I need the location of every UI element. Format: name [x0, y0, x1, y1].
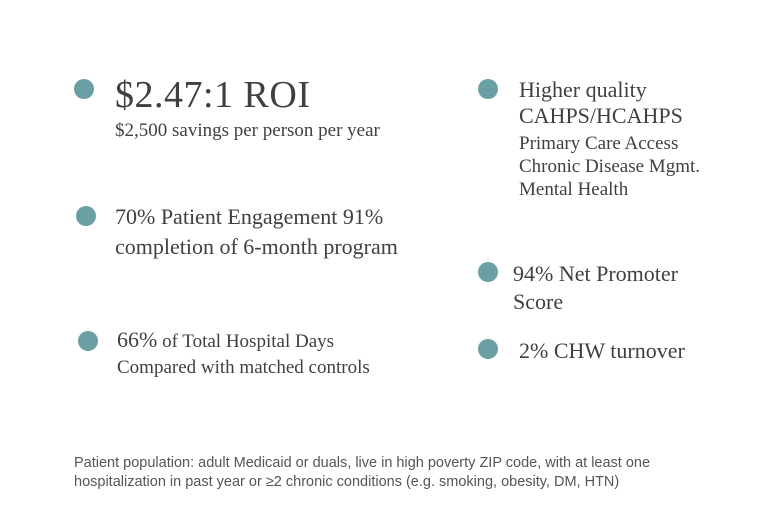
turnover-bullet: [478, 339, 498, 359]
nps-bullet: [478, 262, 498, 282]
quality-title-line2: CAHPS/HCAHPS: [519, 103, 683, 128]
hospital-comparison: Compared with matched controls: [117, 357, 370, 378]
hospital-block: 66% of Total Hospital Days Compared with…: [117, 326, 370, 379]
quality-item: Mental Health: [519, 179, 629, 200]
hospital-label: of Total Hospital Days: [157, 331, 335, 352]
roi-title: $2.47:1 ROI: [115, 74, 311, 116]
quality-item: Primary Care Access: [519, 133, 679, 154]
quality-title-line1: Higher quality: [519, 77, 647, 102]
quality-block: Higher quality CAHPS/HCAHPS Primary Care…: [519, 77, 700, 201]
nps-line1: 94% Net Promoter: [513, 261, 678, 286]
nps-block: 94% Net Promoter Score: [513, 260, 678, 316]
engagement-line2: completion of 6-month program: [115, 234, 398, 259]
roi-bullet: [74, 79, 94, 99]
engagement-bullet: [76, 206, 96, 226]
roi-block: $2.47:1 ROI $2,500 savings per person pe…: [115, 75, 380, 143]
hospital-bullet: [78, 331, 98, 351]
quality-bullet: [478, 79, 498, 99]
quality-item: Chronic Disease Mgmt.: [519, 156, 701, 177]
roi-subtitle: $2,500 savings per person per year: [115, 120, 380, 141]
hospital-percent: 66%: [117, 327, 158, 352]
turnover-text: 2% CHW turnover: [519, 338, 685, 363]
engagement-block: 70% Patient Engagement 91% completion of…: [115, 202, 398, 262]
population-footnote: Patient population: adult Medicaid or du…: [74, 455, 651, 490]
engagement-line1: 70% Patient Engagement 91%: [115, 204, 384, 229]
nps-line2: Score: [513, 289, 564, 314]
